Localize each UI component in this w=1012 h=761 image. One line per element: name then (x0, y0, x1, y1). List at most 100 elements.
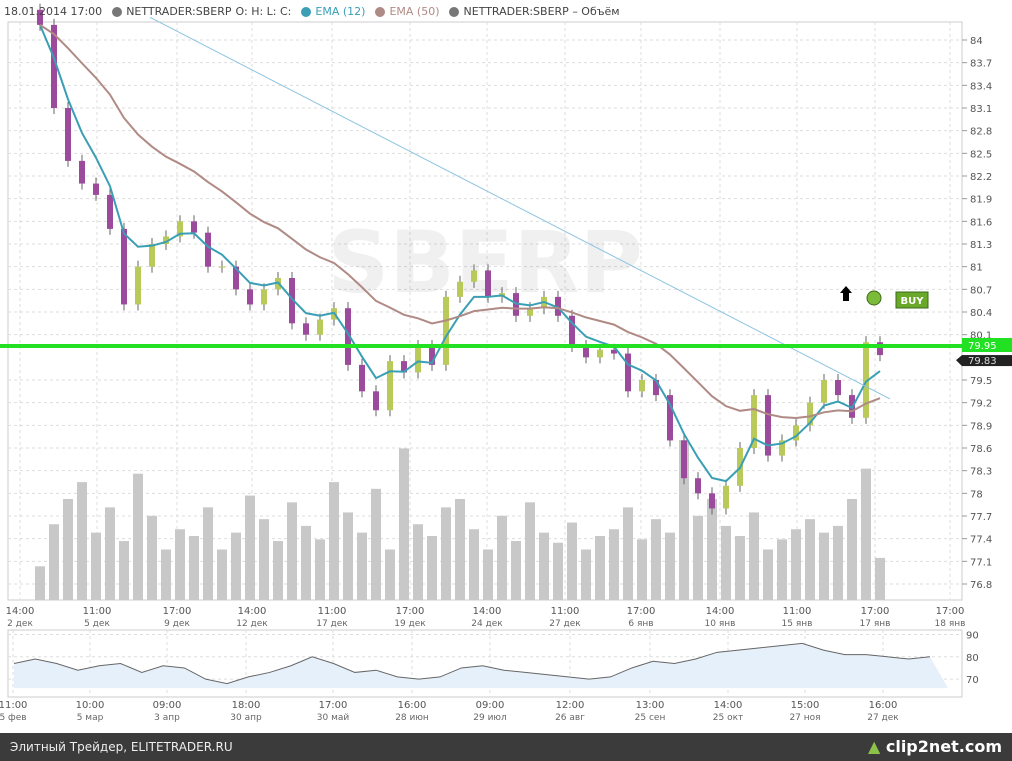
volume-bar (217, 549, 227, 600)
candle (177, 215, 183, 243)
candle-body (177, 221, 183, 237)
x-tick-time: 14:00 (238, 606, 267, 617)
candle (135, 260, 141, 311)
navigator-x-time: 09:00 (153, 700, 182, 711)
y-tick-label: 81 (970, 263, 983, 274)
volume-bar (455, 498, 465, 600)
x-tick-time: 17:00 (861, 606, 890, 617)
y-tick-label: 77.1 (970, 557, 992, 568)
buy-badge (895, 291, 929, 309)
candle-body (527, 308, 533, 316)
volume-bar (679, 440, 689, 600)
navigator-x-date: 5 мар (77, 713, 104, 723)
buy-signal[interactable]: BUY (895, 291, 929, 309)
volume-bar (623, 507, 633, 600)
volume-dot-icon (449, 6, 460, 17)
ema50-line (39, 24, 881, 420)
ema50-dot-icon (375, 6, 386, 17)
navigator-x-date: 27 дек (867, 713, 899, 723)
candle (765, 389, 771, 462)
x-tick-date: 6 янв (628, 619, 653, 629)
y-tick-label: 83.4 (970, 81, 992, 92)
volume-bar (385, 549, 395, 600)
candle-body (289, 278, 295, 324)
navigator-x-date: 27 ноя (789, 713, 820, 723)
last-price-box (962, 355, 1012, 367)
candle (555, 290, 561, 322)
navigator-x-date: 5 фев (0, 713, 27, 723)
candle-body (373, 391, 379, 411)
volume-bar (203, 507, 213, 600)
candle (821, 373, 827, 409)
navigator-x-date: 30 апр (230, 713, 262, 723)
volume-bar (231, 532, 241, 600)
navigator-x-time: 13:00 (636, 700, 665, 711)
volume-bar (49, 524, 59, 600)
x-tick-date: 5 дек (84, 619, 110, 629)
volume-bar (259, 519, 269, 600)
legend-datetime: 18.01.2014 17:00 (4, 5, 103, 18)
candle (471, 264, 477, 288)
y-tick-label: 78.9 (970, 421, 992, 432)
volume-bar (483, 549, 493, 600)
navigator-x-date: 29 июл (473, 713, 507, 723)
volume-bar (133, 473, 143, 600)
candle (625, 347, 631, 398)
legend-ema12[interactable]: EMA (12) (315, 5, 366, 18)
ema12-dot-icon (301, 6, 312, 17)
volume-bar (315, 539, 325, 600)
candle (317, 313, 323, 341)
candle (65, 101, 71, 167)
level-label: 79.95 (968, 341, 997, 352)
candle-body (415, 346, 421, 373)
ema12-line (39, 24, 881, 483)
navigator-x-time: 17:00 (319, 700, 348, 711)
navigator-x-time: 11:00 (0, 700, 27, 711)
candle-body (261, 289, 267, 305)
navigator-x-date: 30 май (317, 713, 350, 723)
candle-body (667, 395, 673, 441)
x-tick-date: 2 дек (7, 619, 33, 629)
candle (401, 355, 407, 379)
navigator-x-time: 14:00 (714, 700, 743, 711)
level-label-box (962, 338, 1012, 352)
candle-body (205, 232, 211, 267)
volume-bar (875, 557, 885, 600)
y-tick-label: 79.2 (970, 399, 992, 410)
volume-bar (35, 566, 45, 600)
navigator-x-date: 28 июн (395, 713, 429, 723)
volume-bar (637, 539, 647, 600)
navigator-line (13, 642, 931, 685)
candle (695, 472, 701, 500)
legend-volume[interactable]: NETTRADER:SBERP – Объём (463, 5, 620, 18)
volume-bar (63, 498, 73, 600)
candle (583, 339, 589, 364)
candle-body (611, 349, 617, 354)
legend-ema50[interactable]: EMA (50) (389, 5, 440, 18)
y-tick-label: 84 (970, 36, 983, 47)
y-tick-label: 76.8 (970, 580, 992, 591)
trend-line (149, 16, 891, 400)
volume-bar (343, 512, 353, 600)
candle-body (765, 395, 771, 456)
price-chart: 84 83.7 83.4 83.1 82.8 82.5 82.2 81.9 81.6 81.3 81… (0, 3, 1012, 723)
footer-text: Элитный Трейдер, ELITETRADER.RU (10, 740, 233, 754)
candle-body (485, 270, 491, 297)
candle (79, 154, 85, 190)
volume-bar (567, 522, 577, 600)
candle-body (79, 160, 85, 184)
volume-bar (371, 488, 381, 600)
watermark: SBERP (327, 213, 643, 313)
candle-body (93, 183, 99, 195)
candle (107, 188, 113, 235)
volume-bar (721, 525, 731, 600)
volume-bar (861, 468, 871, 600)
y-tick-label: 78.6 (970, 444, 992, 455)
candle (877, 336, 883, 362)
candle-body (429, 346, 435, 365)
candle (303, 317, 309, 341)
navigator-x-time: 16:00 (869, 700, 898, 711)
volume-bar (525, 502, 535, 600)
candle (359, 358, 365, 398)
volume-bar (77, 482, 87, 600)
